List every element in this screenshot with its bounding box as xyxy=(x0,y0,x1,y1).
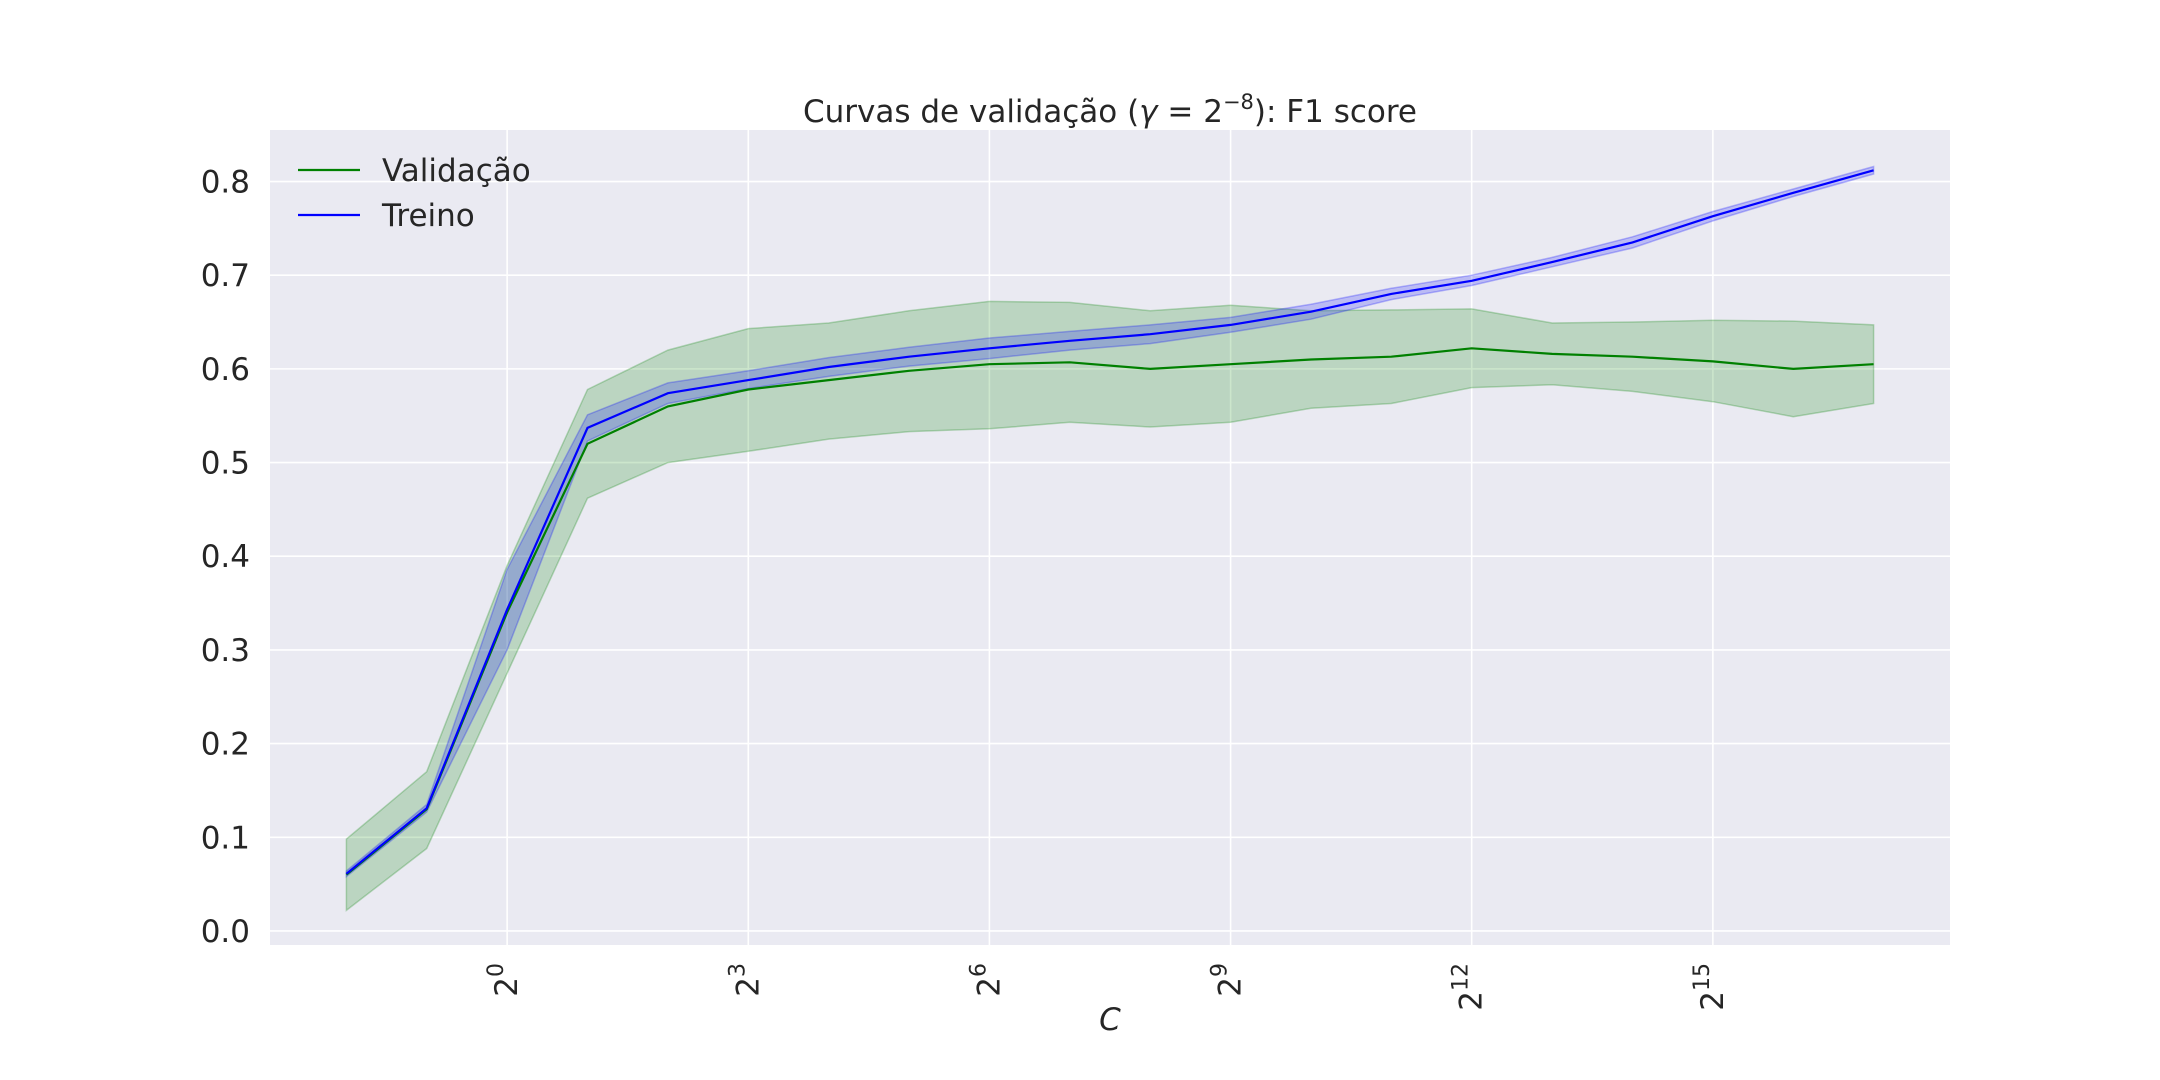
x-tick-label: 212 xyxy=(1449,963,1490,1011)
line-treino xyxy=(345,169,1874,875)
svg-text:26: 26 xyxy=(966,963,1007,997)
svg-text:23: 23 xyxy=(725,963,766,997)
legend-label: Validação xyxy=(382,153,531,189)
x-axis-label: C xyxy=(1099,1002,1121,1038)
y-tick-label: 0.8 xyxy=(201,165,250,201)
svg-text:29: 29 xyxy=(1208,963,1249,997)
y-tick-label: 0.0 xyxy=(201,914,250,950)
y-tick-label: 0.3 xyxy=(201,633,250,669)
chart-title: Curvas de validação (γ = 2−8): F1 score xyxy=(803,90,1417,130)
y-tick-label: 0.2 xyxy=(201,727,250,763)
x-tick-label: 23 xyxy=(725,963,766,997)
band-treino xyxy=(345,165,1875,879)
x-axis-ticks: 20 23 26 29 212 215 xyxy=(484,963,1731,1011)
x-tick-label: 20 xyxy=(484,963,525,997)
x-tick-label: 215 xyxy=(1690,963,1731,1011)
svg-text:215: 215 xyxy=(1690,963,1731,1011)
y-tick-label: 0.4 xyxy=(201,539,250,575)
line-validacao xyxy=(345,347,1874,876)
y-tick-label: 0.6 xyxy=(201,352,250,388)
y-tick-label: 0.1 xyxy=(201,820,250,856)
y-axis-ticks: 0.0 0.1 0.2 0.3 0.4 0.5 0.6 0.7 0.8 xyxy=(201,165,250,950)
y-tick-label: 0.5 xyxy=(201,446,250,482)
series-lines xyxy=(345,169,1874,876)
svg-text:212: 212 xyxy=(1449,963,1490,1011)
band-validacao xyxy=(345,300,1875,912)
x-tick-label: 29 xyxy=(1208,963,1249,997)
x-tick-label: 26 xyxy=(966,963,1007,997)
y-tick-label: 0.7 xyxy=(201,258,250,294)
plot-area xyxy=(270,130,1950,945)
confidence-bands xyxy=(345,165,1875,912)
legend: Validação Treino xyxy=(298,153,531,234)
svg-text:20: 20 xyxy=(484,963,525,997)
legend-label: Treino xyxy=(381,198,475,234)
grid-lines xyxy=(270,130,1950,945)
